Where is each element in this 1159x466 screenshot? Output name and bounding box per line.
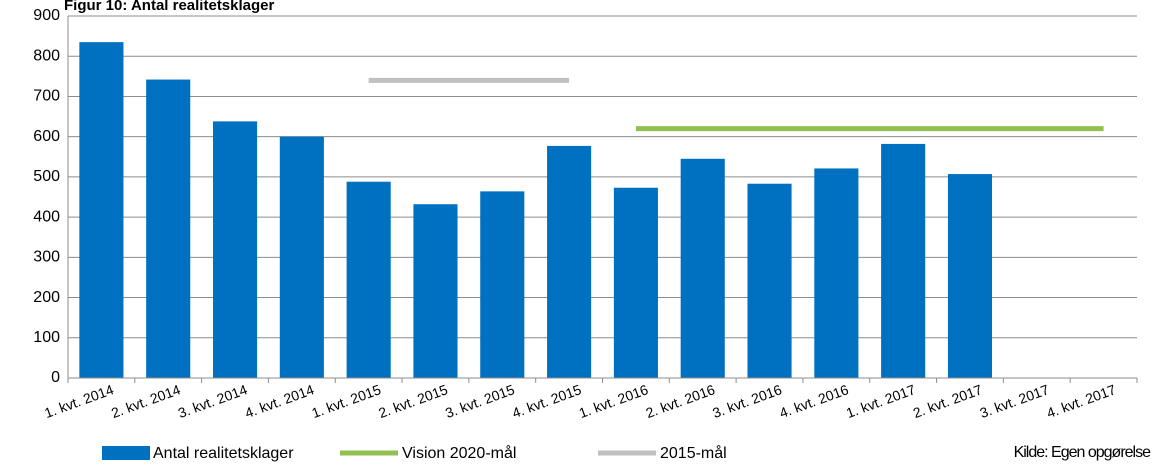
bar xyxy=(146,79,191,378)
x-tick-label: 3. kvt. 2014 xyxy=(176,381,250,421)
bar xyxy=(680,158,725,378)
y-tick-label: 700 xyxy=(33,88,60,105)
bar xyxy=(346,181,391,378)
bar xyxy=(881,143,926,378)
x-tick-label: 1. kvt. 2016 xyxy=(577,381,651,421)
x-tick-label: 1. kvt. 2015 xyxy=(309,381,383,421)
y-tick-label: 500 xyxy=(33,168,60,185)
y-tick-label: 400 xyxy=(33,208,60,225)
x-tick-label: 2. kvt. 2015 xyxy=(376,381,450,421)
y-tick-label: 600 xyxy=(33,128,60,145)
x-tick-label: 4. kvt. 2014 xyxy=(243,381,317,421)
x-tick-label: 4. kvt. 2017 xyxy=(1044,381,1118,421)
bar xyxy=(212,121,258,378)
x-tick-label: 1. kvt. 2014 xyxy=(42,381,116,421)
x-tick-label: 3. kvt. 2015 xyxy=(443,381,517,421)
source-note: Kilde: Egen opgørelse xyxy=(1014,444,1152,461)
x-tick-label: 4. kvt. 2016 xyxy=(777,381,851,421)
legend-label: 2015-mål xyxy=(660,444,727,462)
x-tick-label: 2. kvt. 2014 xyxy=(109,381,183,421)
y-tick-label: 0 xyxy=(51,369,60,386)
x-tick-label: 2. kvt. 2016 xyxy=(644,381,718,421)
bar xyxy=(747,183,792,378)
x-tick-label: 1. kvt. 2017 xyxy=(844,381,918,421)
x-tick-label: 2. kvt. 2017 xyxy=(911,381,985,421)
bar xyxy=(79,42,124,379)
bar xyxy=(947,174,993,378)
y-tick-label: 200 xyxy=(33,289,60,306)
chart-title: Figur 10: Antal realitetsklager xyxy=(64,0,275,14)
bar xyxy=(413,204,458,378)
bar xyxy=(279,136,324,378)
bar xyxy=(814,168,859,378)
y-tick-label: 300 xyxy=(33,249,60,266)
y-tick-label: 800 xyxy=(33,47,60,64)
legend-label: Antal realitetsklager xyxy=(153,445,294,462)
x-tick-label: 3. kvt. 2016 xyxy=(710,381,784,421)
legend-label: Vision 2020-mål xyxy=(402,444,516,462)
bar xyxy=(480,191,525,378)
bar xyxy=(547,145,592,378)
bar xyxy=(613,187,658,378)
y-tick-label: 100 xyxy=(33,329,60,346)
legend-swatch xyxy=(102,446,150,460)
x-tick-label: 3. kvt. 2017 xyxy=(978,381,1052,421)
y-tick-label: 900 xyxy=(33,7,60,24)
x-tick-label: 4. kvt. 2015 xyxy=(510,381,584,421)
